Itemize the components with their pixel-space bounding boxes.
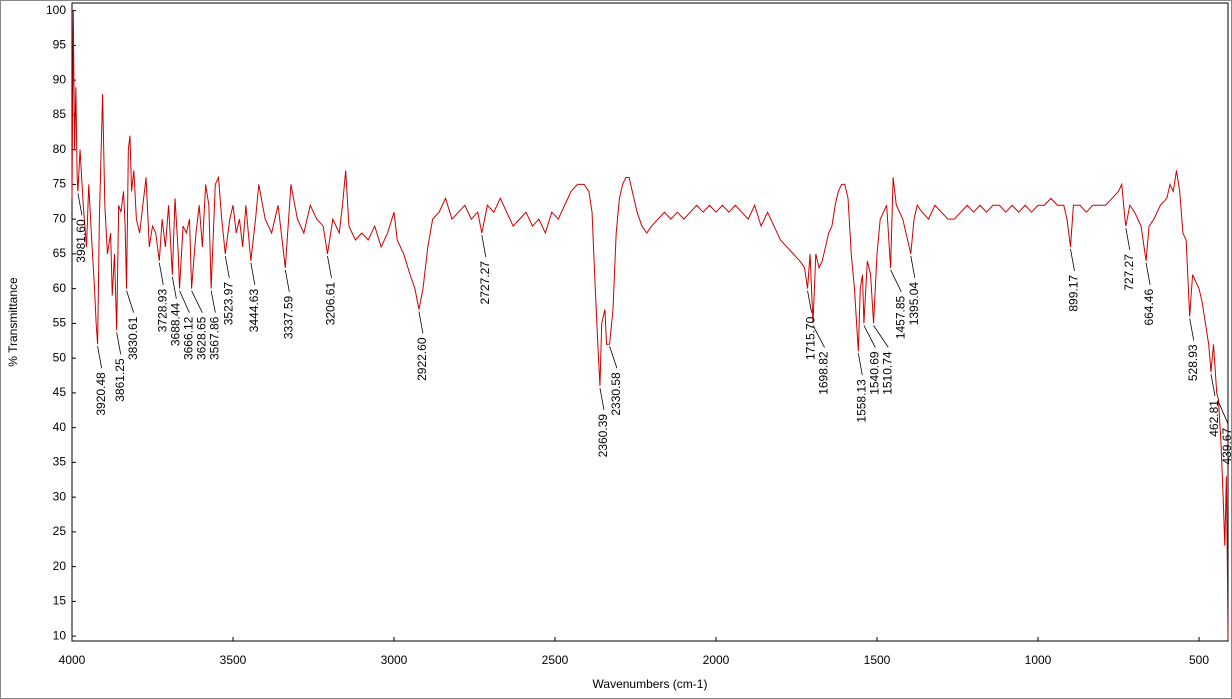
y-tick-label: 30	[53, 489, 67, 503]
peak-label: 1715.70	[804, 316, 818, 360]
y-tick-label: 25	[53, 524, 67, 538]
peak-leader	[857, 353, 863, 376]
peak-leader	[873, 325, 889, 348]
peak-leader	[179, 290, 190, 313]
peak-leader	[910, 255, 916, 278]
y-tick-label: 95	[53, 38, 67, 52]
peak-label: 1540.69	[867, 351, 881, 395]
peak-leader	[599, 387, 605, 411]
peak-label: 2727.27	[478, 261, 492, 305]
y-tick-label: 90	[53, 72, 67, 86]
peak-leader	[1218, 401, 1229, 424]
peak-label: 3920.48	[94, 372, 108, 416]
peak-label: 3861.25	[113, 358, 127, 402]
peak-leader	[418, 311, 424, 334]
y-tick-label: 15	[53, 594, 67, 608]
peak-leader	[77, 193, 83, 216]
peak-label: 3830.61	[126, 316, 140, 360]
peak-leader	[807, 290, 812, 313]
peak-label: 439.67	[1220, 428, 1232, 465]
x-tick-label: 2500	[542, 653, 569, 667]
peak-label: 2330.58	[609, 372, 623, 416]
peak-label: 1395.04	[907, 282, 921, 326]
peak-leader	[1125, 228, 1131, 251]
peak-leader	[97, 346, 102, 369]
x-tick-label: 500	[1189, 653, 1209, 667]
y-tick-label: 80	[53, 142, 67, 156]
peak-leader	[890, 269, 902, 292]
peak-label: 1558.13	[854, 379, 868, 423]
peak-leader	[116, 332, 122, 355]
x-tick-label: 4000	[59, 653, 86, 667]
peak-label: 3206.61	[324, 282, 338, 326]
peak-leader	[327, 255, 332, 278]
peak-leader	[812, 325, 825, 348]
peak-label: 3628.65	[194, 316, 208, 360]
peak-leader	[1189, 318, 1195, 341]
peak-leader	[171, 276, 177, 299]
peak-label: 3666.12	[181, 316, 195, 360]
peak-label: 3337.59	[281, 295, 295, 339]
peak-leader	[863, 325, 876, 348]
y-tick-label: 65	[53, 246, 67, 260]
y-tick-label: 60	[53, 281, 67, 295]
peak-leader	[191, 290, 203, 313]
peak-leader	[284, 269, 290, 292]
peak-leader	[1145, 262, 1151, 285]
peak-label: 3523.97	[221, 282, 235, 326]
y-tick-label: 50	[53, 350, 67, 364]
peak-leader	[158, 262, 164, 285]
y-tick-label: 40	[53, 420, 67, 434]
y-axis-label: % Transmittance	[6, 277, 20, 367]
peak-label: 462.81	[1207, 400, 1221, 437]
peak-label: 3981.60	[74, 219, 88, 263]
y-tick-label: 85	[53, 107, 67, 121]
peak-label: 3728.93	[155, 289, 169, 333]
peak-leader	[224, 255, 230, 278]
peak-label: 1698.82	[817, 351, 831, 395]
y-tick-label: 70	[53, 211, 67, 225]
x-tick-label: 1000	[1025, 653, 1052, 667]
peak-label: 3444.63	[247, 289, 261, 333]
plot-area	[71, 2, 1229, 642]
peak-label: 899.17	[1067, 275, 1081, 312]
y-tick-label: 75	[53, 177, 67, 191]
x-tick-label: 3500	[220, 653, 247, 667]
peak-label: 1457.85	[893, 295, 907, 339]
y-tick-label: 20	[53, 559, 67, 573]
peak-label: 727.27	[1122, 254, 1136, 291]
y-tick-label: 100	[46, 3, 66, 17]
x-tick-label: 3000	[381, 653, 408, 667]
peak-leader	[250, 262, 256, 285]
peak-leader	[609, 346, 618, 369]
y-tick-label: 35	[53, 455, 67, 469]
x-axis-label: Wavenumbers (cm-1)	[593, 677, 708, 691]
spectrum-line	[71, 10, 1229, 640]
peak-label: 528.93	[1186, 344, 1200, 381]
y-tick-label: 55	[53, 316, 67, 330]
peak-label: 2922.60	[415, 337, 429, 381]
x-tick-label: 2000	[703, 653, 730, 667]
peak-label: 1510.74	[880, 351, 894, 395]
y-tick-label: 45	[53, 385, 67, 399]
peak-leader	[1070, 248, 1075, 272]
peak-leader	[210, 290, 216, 313]
x-tick-label: 1500	[864, 653, 891, 667]
y-tick-label: 10	[53, 628, 67, 642]
peak-label: 3567.86	[207, 316, 221, 360]
peak-leader	[1210, 373, 1216, 397]
peak-label: 664.46	[1142, 289, 1156, 326]
peak-leader	[126, 290, 135, 313]
peak-label: 3688.44	[168, 302, 182, 346]
peak-label: 2360.39	[596, 414, 610, 458]
peak-leader	[481, 234, 487, 258]
